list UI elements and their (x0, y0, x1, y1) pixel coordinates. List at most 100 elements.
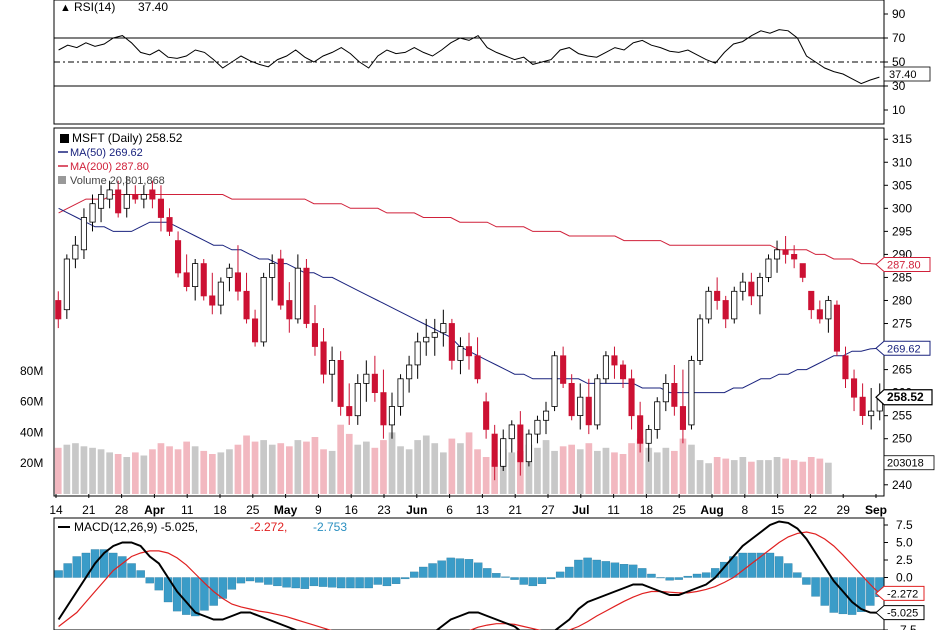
candle-body (106, 189, 113, 200)
volume-bar (157, 443, 165, 494)
volume-bar (80, 446, 88, 494)
price-y-tick-label: 275 (892, 317, 912, 331)
x-tick-label: Aug (700, 503, 723, 517)
macd-histogram-bar (182, 577, 191, 615)
price-y-tick-label: 250 (892, 432, 912, 446)
macd-histogram-bar (820, 577, 829, 606)
macd-histogram-bar (537, 577, 547, 584)
volume-bar (499, 449, 507, 494)
candle-body (200, 263, 207, 297)
candle-body (756, 276, 763, 297)
price-y-tick-label: 305 (892, 178, 912, 192)
volume-bar (89, 447, 96, 494)
macd-histogram-bar (327, 577, 337, 588)
candle-body (543, 410, 550, 421)
macd-histogram-bar (847, 577, 857, 615)
volume-bar (123, 457, 131, 494)
macd-histogram-bar (610, 562, 620, 578)
volume-bar (54, 447, 62, 494)
candle-body (192, 263, 199, 288)
candle-body (508, 424, 515, 440)
rsi-y-tick-label: 10 (892, 103, 906, 117)
ma50-value-tag: 269.62 (875, 340, 931, 356)
candle-body (491, 433, 498, 467)
volume-bar (602, 447, 610, 494)
macd-histogram-bar (510, 577, 519, 580)
volume-value-tag: 203018 (883, 455, 935, 471)
macd-histogram-bar (154, 577, 164, 591)
x-tick-label: 28 (115, 503, 129, 517)
candle-body (671, 382, 678, 407)
volume-bar (388, 432, 396, 494)
macd-histogram-bar (856, 577, 866, 612)
candle-body (311, 323, 318, 347)
candle-body (551, 355, 558, 407)
candle-body (568, 382, 575, 417)
macd-histogram-bar (200, 577, 209, 611)
candle-body (474, 355, 481, 380)
macd-histogram-bar (400, 577, 410, 580)
legend-volume-icon (58, 176, 66, 184)
volume-bar (149, 449, 156, 494)
macd-histogram-bar (245, 577, 255, 582)
macd-histogram-bar (583, 557, 592, 578)
macd-value-tag-text: -5.025 (887, 608, 918, 620)
macd-histogram-bar (364, 577, 373, 589)
candle-body (354, 382, 361, 417)
candle-body (731, 290, 738, 320)
macd-histogram-bar (318, 577, 328, 587)
volume-bar (482, 457, 490, 494)
volume-bar (243, 435, 250, 494)
macd-histogram-bar (720, 561, 729, 578)
candle-body (183, 272, 190, 287)
candle-body (602, 355, 609, 380)
macd-histogram-bar (99, 549, 109, 578)
macd-histogram-bar (601, 561, 611, 578)
candle-body (842, 355, 849, 380)
candle-body (217, 281, 224, 306)
macd-histogram-bar (483, 568, 492, 578)
candle-body (628, 378, 635, 417)
volume-bar (457, 443, 464, 494)
volume-bar (576, 449, 584, 494)
candle-body (714, 290, 721, 301)
candle-body (534, 419, 541, 435)
macd-histogram-bar (674, 577, 683, 580)
candle-body (585, 396, 592, 426)
volume-bar (551, 450, 558, 494)
volume-bar (106, 452, 113, 494)
volume-bar (611, 452, 618, 494)
volume-bar (474, 449, 481, 494)
price-y-tick-label: 265 (892, 363, 912, 377)
macd-line (57, 520, 880, 630)
candle-body (688, 359, 695, 426)
candle-body (269, 263, 276, 278)
candle-body (72, 244, 79, 260)
macd-histogram-bar (638, 568, 647, 578)
candle-body (286, 300, 293, 320)
macd-histogram-bar (738, 552, 747, 578)
volume-bar (730, 460, 738, 494)
volume-bar (440, 452, 447, 494)
x-tick-label: 25 (673, 503, 687, 517)
candle-body (157, 198, 165, 218)
volume-bar (132, 452, 139, 494)
ma50-tag-text: 269.62 (887, 343, 921, 355)
price-y-tick-label: 310 (892, 155, 912, 169)
price-y-tick-label: 240 (892, 478, 912, 492)
rsi-legend-title: RSI(14) (74, 0, 115, 14)
price-y-tick-label: 280 (892, 293, 912, 307)
candle-body (423, 336, 430, 343)
x-tick-label: 21 (82, 503, 96, 517)
candle-body (174, 240, 182, 274)
macd-y-tick-label: 2.5 (896, 553, 913, 567)
volume-bar (251, 441, 259, 494)
volume-bar (534, 447, 541, 494)
macd-histogram-bar (619, 564, 629, 578)
ma200-tag-text: 287.80 (887, 260, 921, 272)
volume-bar (799, 461, 807, 494)
candle-body (448, 323, 455, 361)
macd-histogram-bar (574, 559, 583, 578)
legend-price: MSFT (Daily) 258.52 (72, 131, 183, 145)
volume-bar (773, 457, 781, 494)
